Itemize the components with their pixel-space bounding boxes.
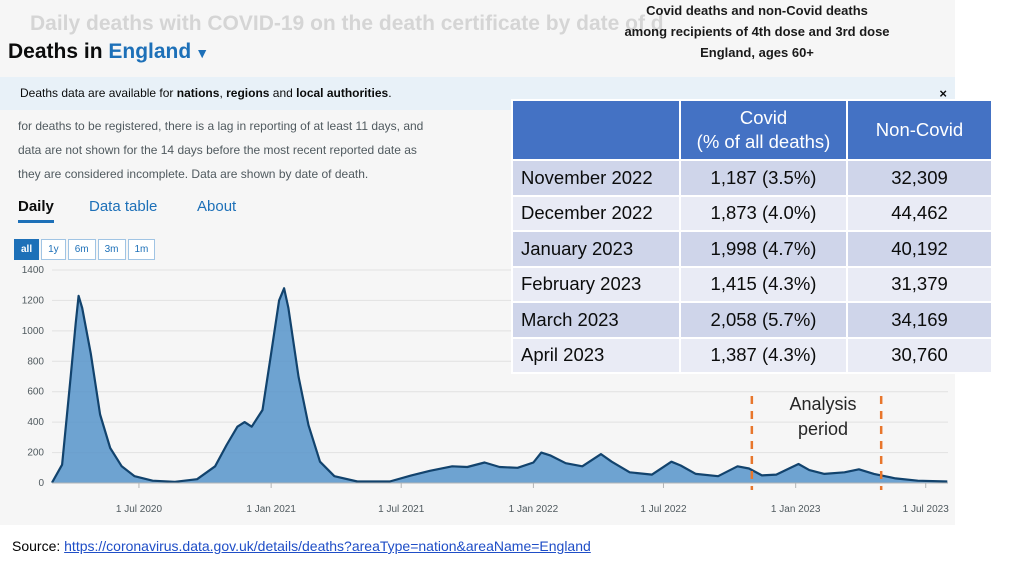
non-covid-cell: 32,309: [846, 159, 993, 197]
y-tick-label: 1400: [22, 265, 45, 276]
month-cell: April 2023: [511, 336, 681, 374]
range-3m-button[interactable]: 3m: [97, 239, 126, 260]
x-tick-label: 1 Jul 2020: [116, 504, 163, 515]
table-header-row: Covid (% of all deaths) Non-Covid: [511, 99, 993, 161]
source-line: Source: https://coronavirus.data.gov.uk/…: [12, 538, 591, 554]
nations-link[interactable]: nations: [176, 86, 220, 100]
regions-link[interactable]: regions: [226, 86, 270, 100]
month-header: [511, 99, 681, 161]
close-icon[interactable]: ×: [939, 86, 947, 101]
tab-data-table[interactable]: Data table: [89, 198, 158, 215]
non-covid-cell: 30,760: [846, 336, 993, 374]
table-row: November 2022 1,187 (3.5%) 32,309: [511, 159, 993, 197]
description: for deaths to be registered, there is a …: [18, 119, 424, 181]
y-tick-label: 0: [38, 478, 44, 489]
area-selector[interactable]: England: [108, 40, 192, 63]
covid-cell: 2,058 (5.7%): [679, 301, 848, 339]
month-cell: December 2022: [511, 194, 681, 232]
non-covid-cell: 34,169: [846, 301, 993, 339]
x-tick-label: 1 Jan 2023: [771, 504, 821, 515]
y-tick-label: 800: [27, 356, 44, 367]
deaths-chart: 0 200 400 600 800 1000 1200 1400 1 Jul 2020 1 Ja…: [22, 265, 949, 515]
covid-cell: 1,998 (4.7%): [679, 230, 848, 268]
title-prefix: Deaths in: [8, 40, 103, 63]
y-tick-label: 1200: [22, 295, 45, 306]
range-1m-button[interactable]: 1m: [127, 239, 156, 260]
source-prefix: Source:: [12, 538, 65, 554]
range-selector: all 1y 6m 3m 1m: [14, 239, 157, 260]
range-1y-button[interactable]: 1y: [41, 239, 66, 260]
chart-annotation: Covid deaths and non-Covid deaths among …: [624, 3, 890, 60]
non-covid-cell: 44,462: [846, 194, 993, 232]
covid-header: Covid (% of all deaths): [679, 99, 848, 161]
table-row: December 2022 1,873 (4.0%) 44,462: [511, 194, 993, 232]
tab-daily[interactable]: Daily: [18, 198, 54, 223]
month-cell: January 2023: [511, 230, 681, 268]
x-tick-label: 1 Jul 2022: [640, 504, 687, 515]
deaths-area: [52, 288, 948, 483]
covid-cell: 1,187 (3.5%): [679, 159, 848, 197]
x-axis: 1 Jul 2020 1 Jan 2021 1 Jul 2021 1 Jan 2022…: [116, 483, 949, 515]
non-covid-cell: 31,379: [846, 265, 993, 303]
range-6m-button[interactable]: 6m: [67, 239, 96, 260]
y-tick-label: 600: [27, 387, 44, 398]
deaths-table: Covid (% of all deaths) Non-Covid Novemb…: [511, 99, 993, 374]
x-tick-label: 1 Jan 2022: [509, 504, 559, 515]
x-tick-label: 1 Jul 2021: [378, 504, 425, 515]
source-link[interactable]: https://coronavirus.data.gov.uk/details/…: [64, 538, 591, 554]
local-authorities-link[interactable]: local authorities: [296, 86, 389, 100]
month-cell: February 2023: [511, 265, 681, 303]
covid-cell: 1,873 (4.0%): [679, 194, 848, 232]
analysis-markers: [750, 396, 883, 490]
y-axis: 0 200 400 600 800 1000 1200 1400: [22, 265, 45, 489]
x-tick-label: 1 Jan 2021: [246, 504, 296, 515]
deaths-line: [51, 287, 948, 484]
chevron-down-icon[interactable]: ▼: [195, 45, 210, 61]
table-row: February 2023 1,415 (4.3%) 31,379: [511, 265, 993, 303]
table-row: April 2023 1,387 (4.3%) 30,760: [511, 336, 993, 374]
table-row: March 2023 2,058 (5.7%) 34,169: [511, 301, 993, 339]
covid-cell: 1,415 (4.3%): [679, 265, 848, 303]
non-covid-cell: 40,192: [846, 230, 993, 268]
tab-about[interactable]: About: [197, 198, 237, 215]
page-title: Deaths in England ▼: [8, 40, 209, 64]
non-covid-header: Non-Covid: [846, 99, 993, 161]
y-tick-label: 200: [27, 448, 44, 459]
x-tick-label: 1 Jul 2023: [903, 504, 950, 515]
month-cell: March 2023: [511, 301, 681, 339]
range-all-button[interactable]: all: [14, 239, 40, 260]
y-tick-label: 1000: [22, 326, 45, 337]
analysis-period-label: Analysis period: [789, 394, 857, 439]
table-row: January 2023 1,998 (4.7%) 40,192: [511, 230, 993, 268]
faded-heading: Daily deaths with COVID-19 on the death …: [30, 12, 664, 35]
month-cell: November 2022: [511, 159, 681, 197]
y-tick-label: 400: [27, 417, 44, 428]
covid-cell: 1,387 (4.3%): [679, 336, 848, 374]
notice-text: Deaths data are available for nations, r…: [20, 86, 392, 100]
